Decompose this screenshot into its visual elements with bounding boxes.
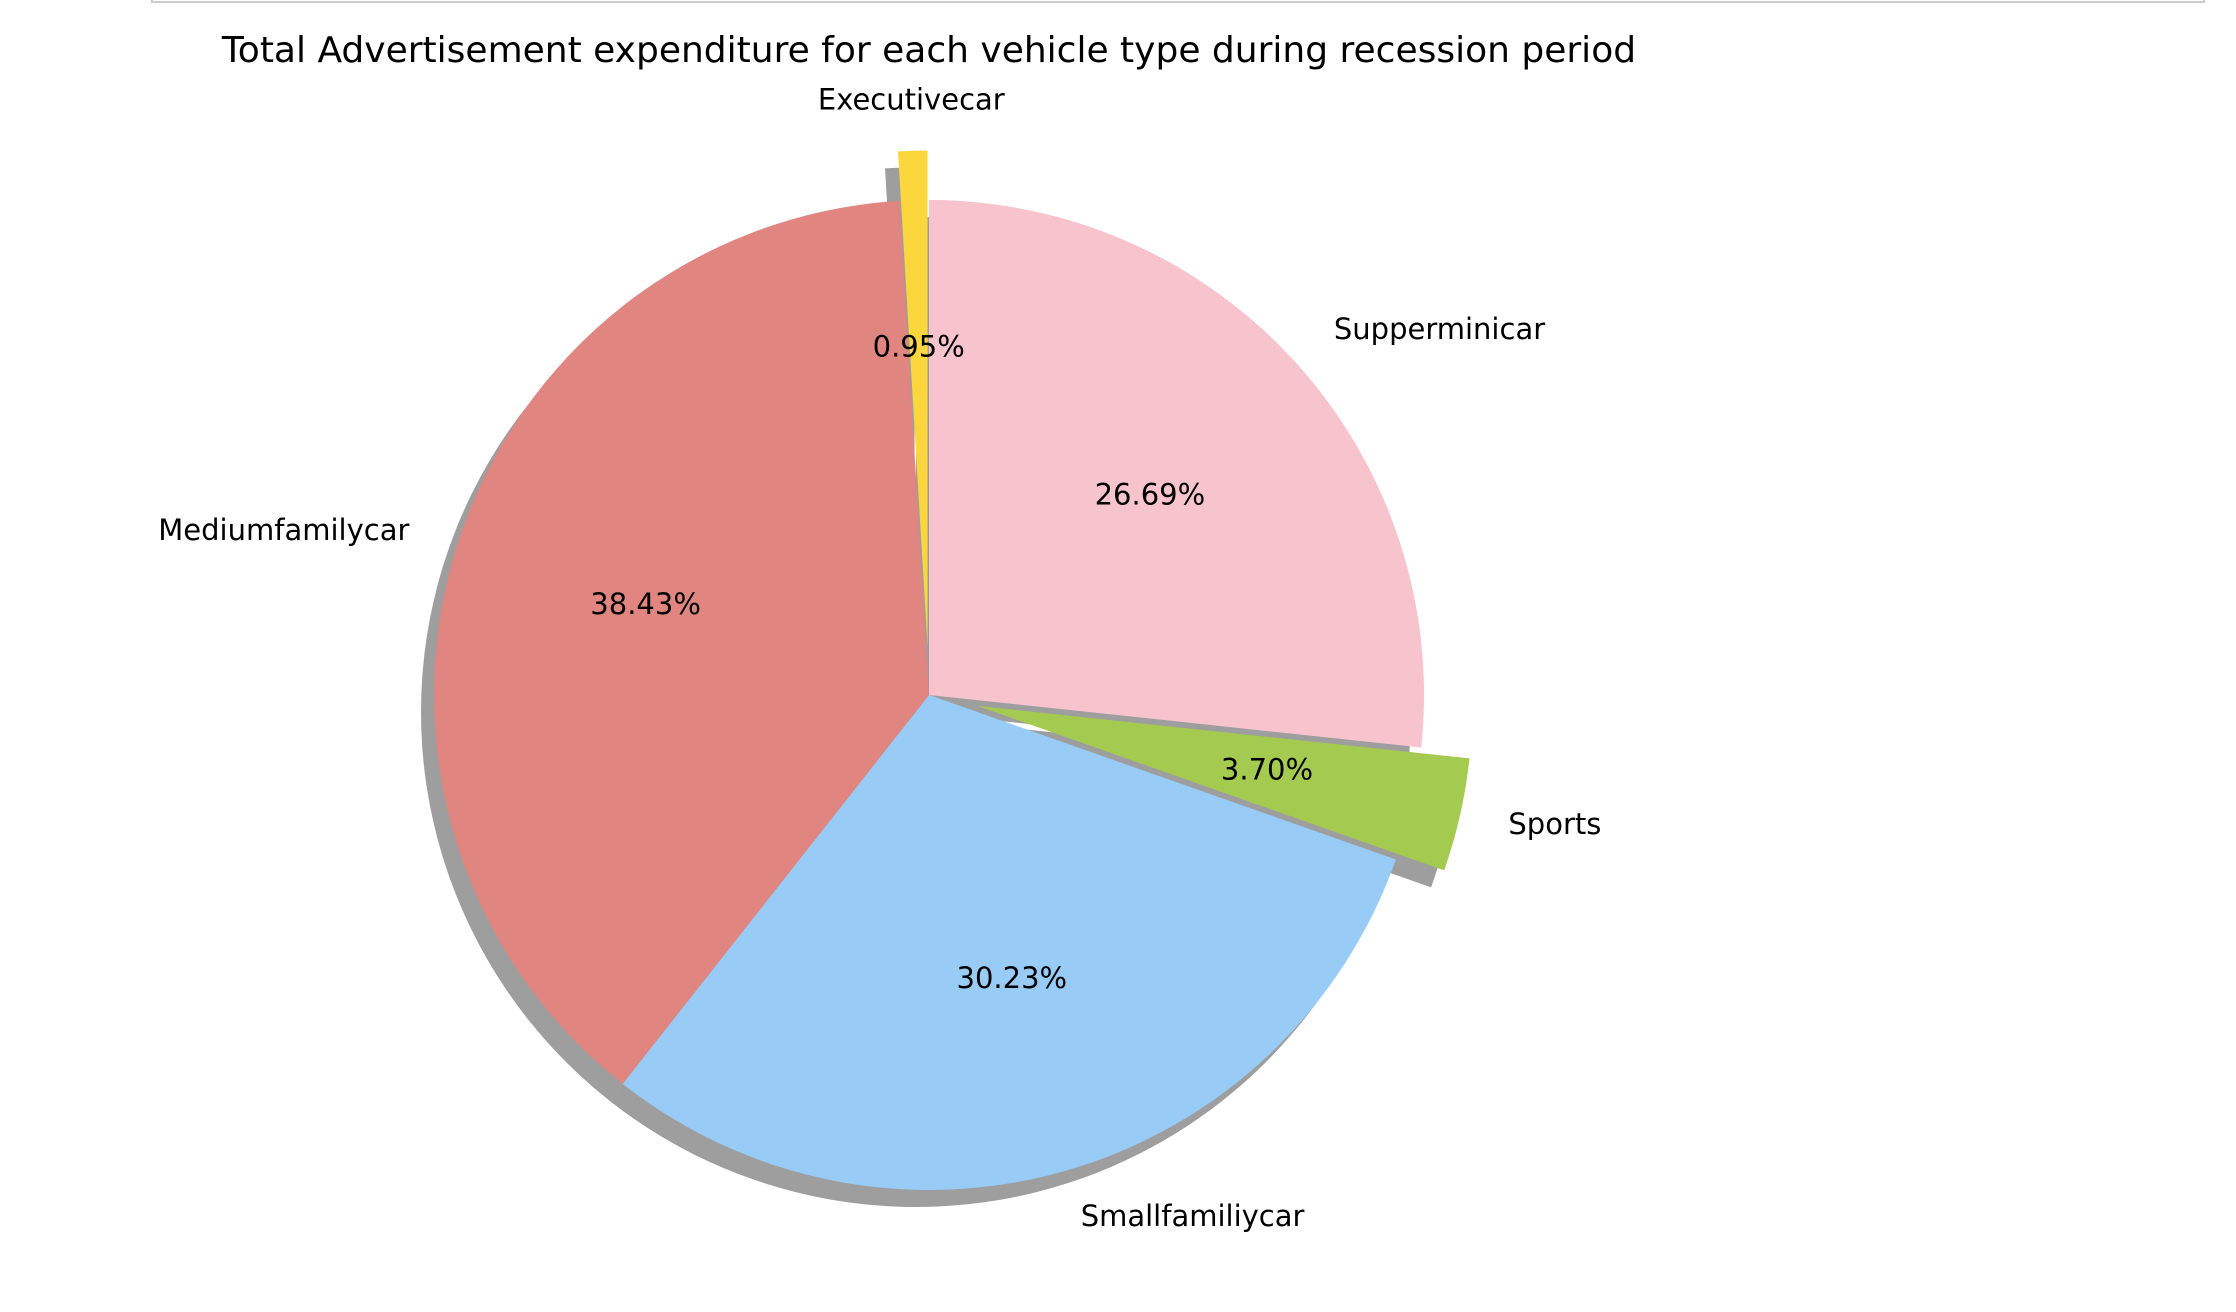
- percent-label-executivecar: 0.95%: [873, 330, 965, 364]
- pie-slice-supperminicar: [929, 200, 1424, 748]
- pie-slice-layer: [433, 150, 1470, 1190]
- chart-title: Total Advertisement expenditure for each…: [221, 30, 1636, 71]
- pie-slice-smallfamiliycar: [622, 695, 1396, 1190]
- pie-slice-executivecar: [897, 150, 928, 646]
- pie-slice-mediumfamilycar: [433, 200, 929, 1084]
- pie-slice-sports: [977, 705, 1470, 871]
- pie-label-layer: Supperminicar 26.69% Sports 3.70% Smallfamil…: [158, 82, 1601, 1233]
- slice-label-mediumfamilycar: Mediumfamilycar: [158, 513, 409, 547]
- percent-label-supperminicar: 26.69%: [1095, 477, 1206, 511]
- percent-label-sports: 3.70%: [1221, 752, 1313, 786]
- slice-label-smallfamiliycar: Smallfamiliycar: [1081, 1199, 1305, 1233]
- percent-label-mediumfamilycar: 38.43%: [590, 587, 701, 621]
- slice-label-supperminicar: Supperminicar: [1334, 312, 1545, 346]
- slice-label-executivecar: Executivecar: [818, 82, 1005, 116]
- percent-label-smallfamiliycar: 30.23%: [957, 961, 1068, 995]
- slice-label-sports: Sports: [1508, 807, 1601, 841]
